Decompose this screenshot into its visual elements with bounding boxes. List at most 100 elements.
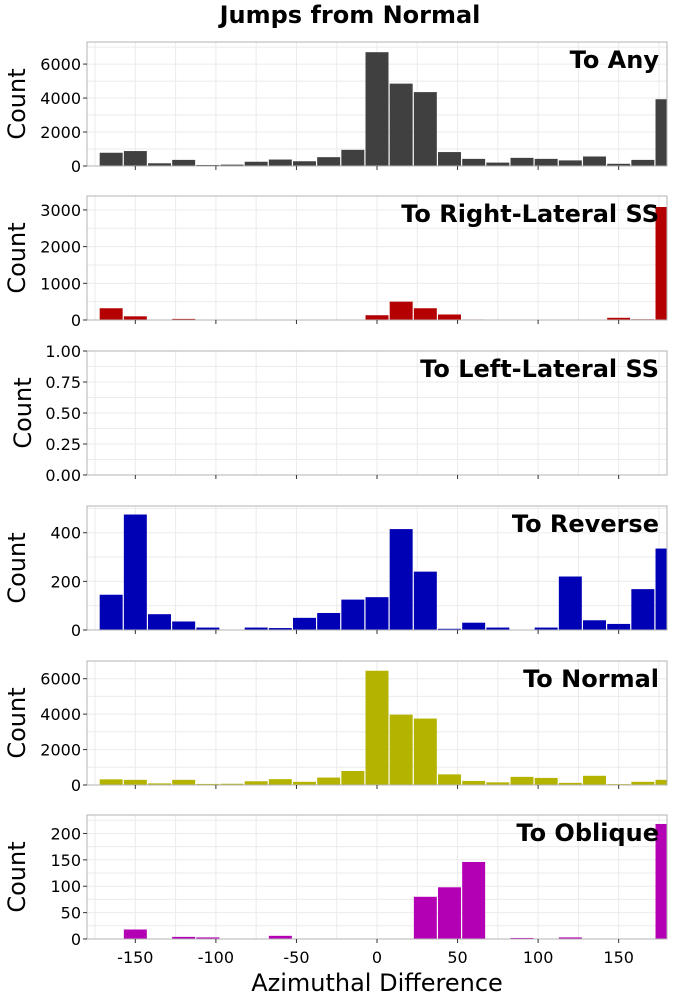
- bar: [655, 207, 667, 320]
- panel-title: To Normal: [523, 665, 659, 693]
- y-tick-label: 150: [50, 851, 81, 870]
- y-tick-label: 400: [50, 524, 81, 543]
- bar: [413, 308, 437, 320]
- bar: [413, 718, 437, 785]
- bar: [631, 781, 655, 785]
- bar: [607, 623, 631, 630]
- x-axis-title: Azimuthal Difference: [251, 969, 503, 997]
- bar: [438, 314, 461, 320]
- bar: [268, 159, 292, 166]
- bar: [123, 316, 147, 320]
- bar: [365, 315, 389, 320]
- bar: [510, 157, 534, 166]
- bar: [365, 597, 389, 630]
- bar: [534, 777, 558, 785]
- panel-1: 0 1000 2000 3000 Count To Right-Lateral SS: [3, 195, 668, 330]
- bar: [244, 161, 268, 166]
- y-tick-label: 0: [71, 157, 81, 176]
- bar: [293, 781, 316, 785]
- bar: [462, 622, 486, 630]
- bar: [583, 156, 606, 166]
- bar: [196, 937, 220, 939]
- bar: [99, 779, 123, 785]
- y-tick-label: 200: [50, 824, 81, 843]
- x-tick-label: 50: [447, 948, 467, 967]
- bar: [341, 149, 365, 166]
- panel-title: To Oblique: [516, 819, 659, 847]
- y-tick-label: 100: [50, 877, 81, 896]
- bar: [293, 161, 316, 166]
- bar: [148, 163, 171, 166]
- bar: [558, 782, 582, 785]
- bar: [268, 935, 292, 939]
- bar: [341, 599, 365, 630]
- bar: [196, 627, 220, 630]
- y-tick-label: 2000: [40, 741, 81, 760]
- y-axis-title: Count: [3, 532, 31, 603]
- x-tick-label: -150: [117, 948, 153, 967]
- bar: [486, 782, 510, 785]
- y-tick-label: 4000: [40, 705, 81, 724]
- bar: [148, 614, 171, 630]
- panel-4: 0 2000 4000 6000 Count To Normal: [3, 660, 668, 795]
- bar: [220, 783, 244, 785]
- bar: [558, 576, 582, 630]
- y-tick-label: 0: [71, 311, 81, 330]
- y-tick-label: 3000: [40, 201, 81, 220]
- y-tick-label: 0: [71, 776, 81, 795]
- y-axis-title: Count: [9, 377, 37, 448]
- bar: [123, 929, 147, 939]
- bar: [389, 83, 413, 166]
- bar: [413, 92, 437, 166]
- y-tick-label: 6000: [40, 670, 81, 689]
- bar: [99, 152, 123, 166]
- y-tick-label: 2000: [40, 238, 81, 257]
- bar: [655, 779, 667, 785]
- bar: [607, 317, 631, 320]
- bar: [631, 159, 655, 166]
- y-tick-label: 0: [71, 621, 81, 640]
- bar: [244, 627, 268, 630]
- bar: [99, 594, 123, 630]
- bar: [220, 164, 244, 166]
- bar: [389, 301, 413, 320]
- bar: [462, 861, 486, 939]
- bar: [389, 529, 413, 630]
- y-tick-label: 1.00: [45, 342, 81, 361]
- bar: [486, 162, 510, 166]
- bar: [655, 823, 667, 939]
- bar: [317, 157, 341, 166]
- bar: [123, 779, 147, 785]
- bar: [123, 151, 147, 166]
- bar: [438, 887, 461, 939]
- panel-3: 0 200 400 Count To Reverse: [3, 505, 668, 640]
- bar: [583, 775, 606, 785]
- bar: [365, 670, 389, 785]
- panel-title: To Any: [570, 46, 660, 74]
- bar: [317, 612, 341, 630]
- y-tick-label: 2000: [40, 123, 81, 142]
- bar: [438, 774, 461, 785]
- bar: [172, 159, 196, 166]
- y-tick-label: 1000: [40, 274, 81, 293]
- y-tick-label: 4000: [40, 89, 81, 108]
- bar: [534, 158, 558, 166]
- bar: [244, 781, 268, 785]
- bar: [148, 783, 171, 785]
- y-axis-title: Count: [3, 841, 31, 912]
- bar: [558, 160, 582, 166]
- y-tick-label: 0: [71, 930, 81, 949]
- y-tick-label: 0.00: [45, 466, 81, 485]
- bar: [438, 152, 461, 166]
- bar: [389, 714, 413, 785]
- bar: [196, 783, 220, 785]
- y-tick-label: 0.25: [45, 435, 81, 454]
- bar: [510, 776, 534, 785]
- bar: [462, 158, 486, 166]
- bar: [293, 617, 316, 630]
- panel-2: 0.00 0.25 0.50 0.75 1.00 Count To Left-Lateral…: [9, 342, 668, 485]
- y-tick-label: 6000: [40, 55, 81, 74]
- bar: [268, 628, 292, 630]
